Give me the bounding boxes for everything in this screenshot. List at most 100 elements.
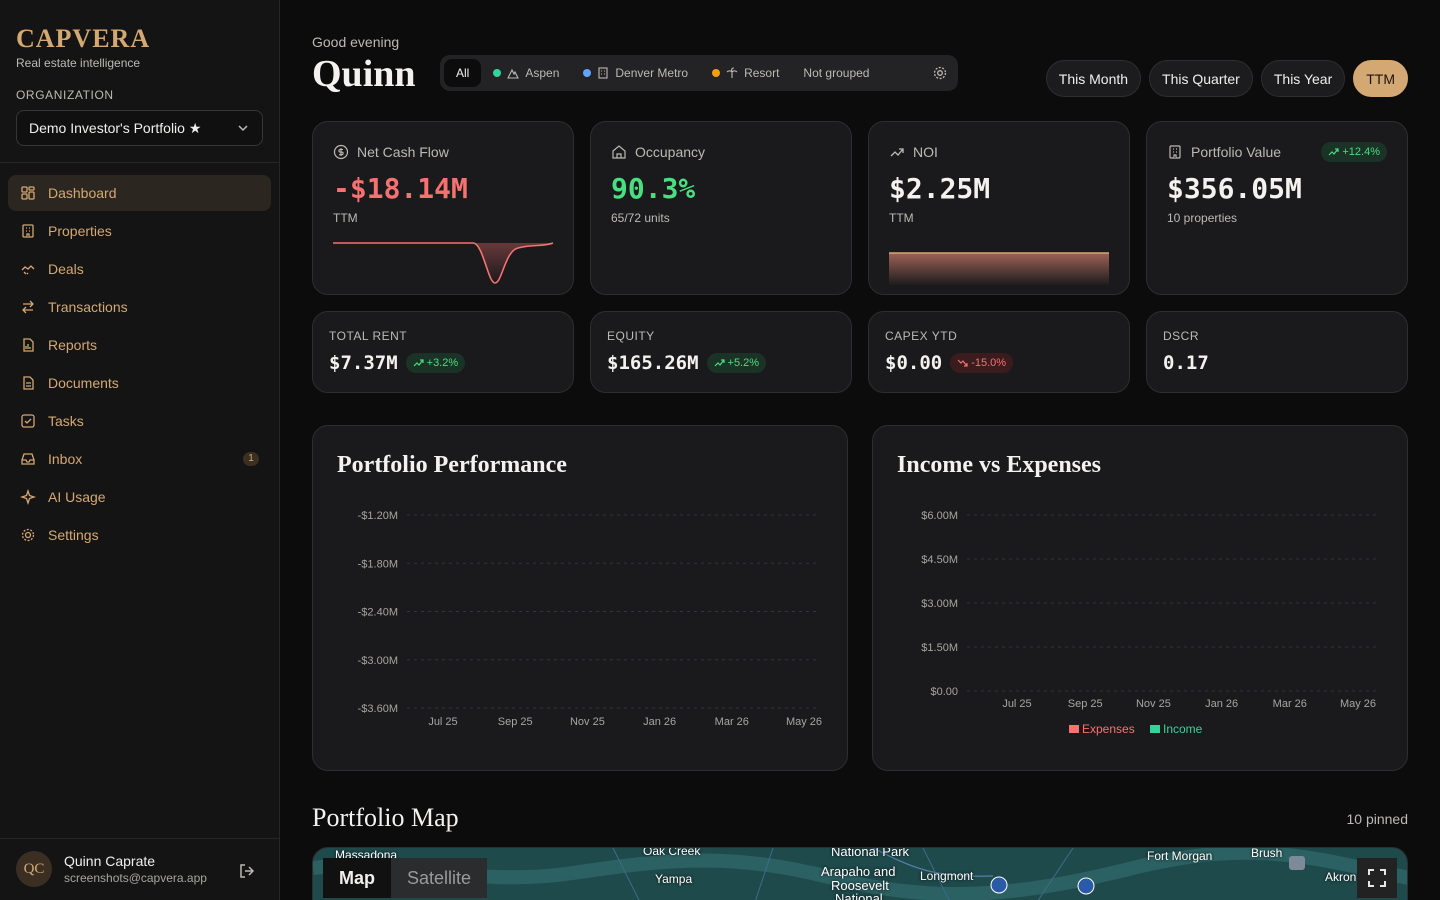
x-tick-label: Mar 26 [715, 716, 749, 728]
stat-value: 0.17 [1163, 352, 1209, 374]
palm-icon [726, 67, 738, 78]
period-this-quarter-button[interactable]: This Quarter [1149, 60, 1253, 97]
noi-sparkline [889, 252, 1109, 285]
period-this-month-button[interactable]: This Month [1045, 60, 1142, 97]
dollar-circle-icon [333, 144, 349, 160]
user-profile[interactable]: QC Quinn Caprate screenshots@capvera.app [16, 851, 207, 887]
mountain-icon [507, 68, 520, 79]
office-icon [598, 67, 608, 79]
x-tick-label: Sep 25 [1068, 698, 1103, 710]
sidebar-item-transactions[interactable]: Transactions [8, 289, 271, 325]
chart-title: Income vs Expenses [897, 452, 1102, 478]
kpi-card-occupancy[interactable]: Occupancy 90.3% 65/72 units [590, 121, 852, 295]
stat-card-dscr[interactable]: DSCR 0.17 [1146, 311, 1408, 393]
y-tick-label: -$3.60M [358, 703, 398, 715]
y-tick-label: $3.00M [921, 598, 958, 610]
y-tick-label: $0.00 [930, 686, 958, 698]
stat-card-total-rent[interactable]: TOTAL RENT $7.37M +3.2% [312, 311, 574, 393]
stat-label: DSCR [1163, 329, 1200, 343]
fullscreen-icon [1368, 869, 1386, 887]
organization-label: ORGANIZATION [16, 88, 114, 102]
kpi-card-noi[interactable]: NOI $2.25M TTM [868, 121, 1130, 295]
portfolio-performance-chart[interactable]: -$1.20M -$1.80M -$2.40M -$3.00M -$3.60M Jul 2… [313, 426, 849, 772]
trending-up-icon [1328, 148, 1339, 156]
sidebar-item-ai-usage[interactable]: AI Usage [8, 479, 271, 515]
portfolio-map[interactable]: Massadona Oak Creek Yampa National Park … [312, 847, 1408, 900]
trending-down-icon [957, 359, 968, 367]
inbox-count-badge: 1 [243, 452, 259, 466]
period-ttm-button[interactable]: TTM [1353, 60, 1408, 97]
x-tick-label: Nov 25 [1136, 698, 1171, 710]
group-filter-all[interactable]: All [444, 59, 482, 87]
kpi-label: Occupancy [635, 144, 706, 160]
sidebar-item-documents[interactable]: Documents [8, 365, 271, 401]
stat-value: $165.26M [607, 352, 699, 374]
sidebar-item-label: Deals [48, 261, 84, 277]
user-email: screenshots@capvera.app [64, 871, 207, 885]
kpi-value: 90.3% [611, 172, 696, 205]
kpi-card-net-cash-flow[interactable]: Net Cash Flow -$18.14M TTM [312, 121, 574, 295]
trending-up-icon [890, 148, 904, 157]
group-color-dot [712, 69, 721, 77]
user-name: Quinn Caprate [64, 853, 156, 869]
kpi-card-portfolio-value[interactable]: Portfolio Value +12.4% $356.05M 10 prope… [1146, 121, 1408, 295]
group-filter-aspen[interactable]: Aspen [481, 59, 571, 87]
kpi-value: $2.25M [889, 172, 991, 205]
x-tick-label: Jul 25 [1002, 698, 1031, 710]
x-tick-label: Jan 26 [1205, 698, 1238, 710]
group-filter-denver-metro[interactable]: Denver Metro [571, 59, 700, 87]
handshake-icon [21, 265, 35, 275]
sidebar-item-properties[interactable]: Properties [8, 213, 271, 249]
change-value: -15.0% [971, 357, 1007, 369]
sidebar-item-settings[interactable]: Settings [8, 517, 271, 553]
legend-swatch [1150, 725, 1160, 733]
kpi-title: Net Cash Flow [333, 144, 449, 160]
arrows-icon [22, 300, 34, 314]
stat-card-capex-ytd[interactable]: CAPEX YTD $0.00 -15.0% [868, 311, 1130, 393]
organization-select[interactable]: Demo Investor's Portfolio ★ [16, 110, 263, 146]
sparkle-icon [20, 489, 36, 505]
net-cash-flow-sparkline [333, 242, 554, 284]
map-place-label: Oak Creek [643, 847, 701, 858]
kpi-sub: 65/72 units [611, 211, 670, 225]
trending-up-icon [714, 359, 725, 367]
chart-title: Portfolio Performance [337, 452, 567, 478]
map-place-label: Roosevelt [831, 878, 889, 893]
sidebar-item-label: Documents [48, 375, 119, 391]
y-tick-label: $4.50M [921, 554, 958, 566]
income-vs-expenses-chart[interactable]: $6.00M $4.50M $3.00M $1.50M $0.00 Jul 25 Sep 2… [873, 426, 1409, 772]
sidebar-item-label: Transactions [48, 299, 128, 315]
sidebar-item-tasks[interactable]: Tasks [8, 403, 271, 439]
sidebar-item-deals[interactable]: Deals [8, 251, 271, 287]
sidebar-item-dashboard[interactable]: Dashboard [8, 175, 271, 211]
period-this-year-button[interactable]: This Year [1260, 60, 1346, 97]
pinned-count: 10 pinned [1346, 811, 1408, 827]
kpi-value: -$18.14M [333, 172, 468, 205]
sidebar-item-inbox[interactable]: Inbox 1 [8, 441, 271, 477]
brand-logo[interactable]: CAPVERA [16, 24, 151, 53]
greeting-text: Good evening [312, 34, 400, 50]
x-tick-label: Jul 25 [428, 716, 457, 728]
map-tab-map[interactable]: Map [323, 858, 391, 898]
kpi-label: NOI [913, 144, 938, 160]
map-type-tabs: Map Satellite [323, 858, 488, 898]
kpi-value: $356.05M [1167, 172, 1302, 205]
brand: CAPVERA Real estate intelligence [16, 24, 150, 70]
map-tab-satellite[interactable]: Satellite [407, 867, 472, 888]
sidebar-item-reports[interactable]: Reports [8, 327, 271, 363]
legend-swatch [1069, 725, 1079, 733]
map-place-label: National [835, 891, 883, 900]
x-tick-label: Sep 25 [498, 716, 533, 728]
legend-label: Expenses [1082, 722, 1135, 736]
stat-label: TOTAL RENT [329, 329, 408, 343]
brand-tagline: Real estate intelligence [16, 56, 141, 70]
sidebar-item-label: Dashboard [48, 185, 117, 201]
stat-card-equity[interactable]: EQUITY $165.26M +5.2% [590, 311, 852, 393]
group-filter-not-grouped[interactable]: Not grouped [791, 59, 881, 87]
logout-icon[interactable] [238, 862, 256, 880]
building-icon [22, 224, 34, 238]
stat-label: EQUITY [607, 329, 655, 343]
fullscreen-button[interactable] [1357, 858, 1397, 898]
gear-icon[interactable] [932, 65, 948, 81]
group-filter-resort[interactable]: Resort [700, 59, 791, 87]
